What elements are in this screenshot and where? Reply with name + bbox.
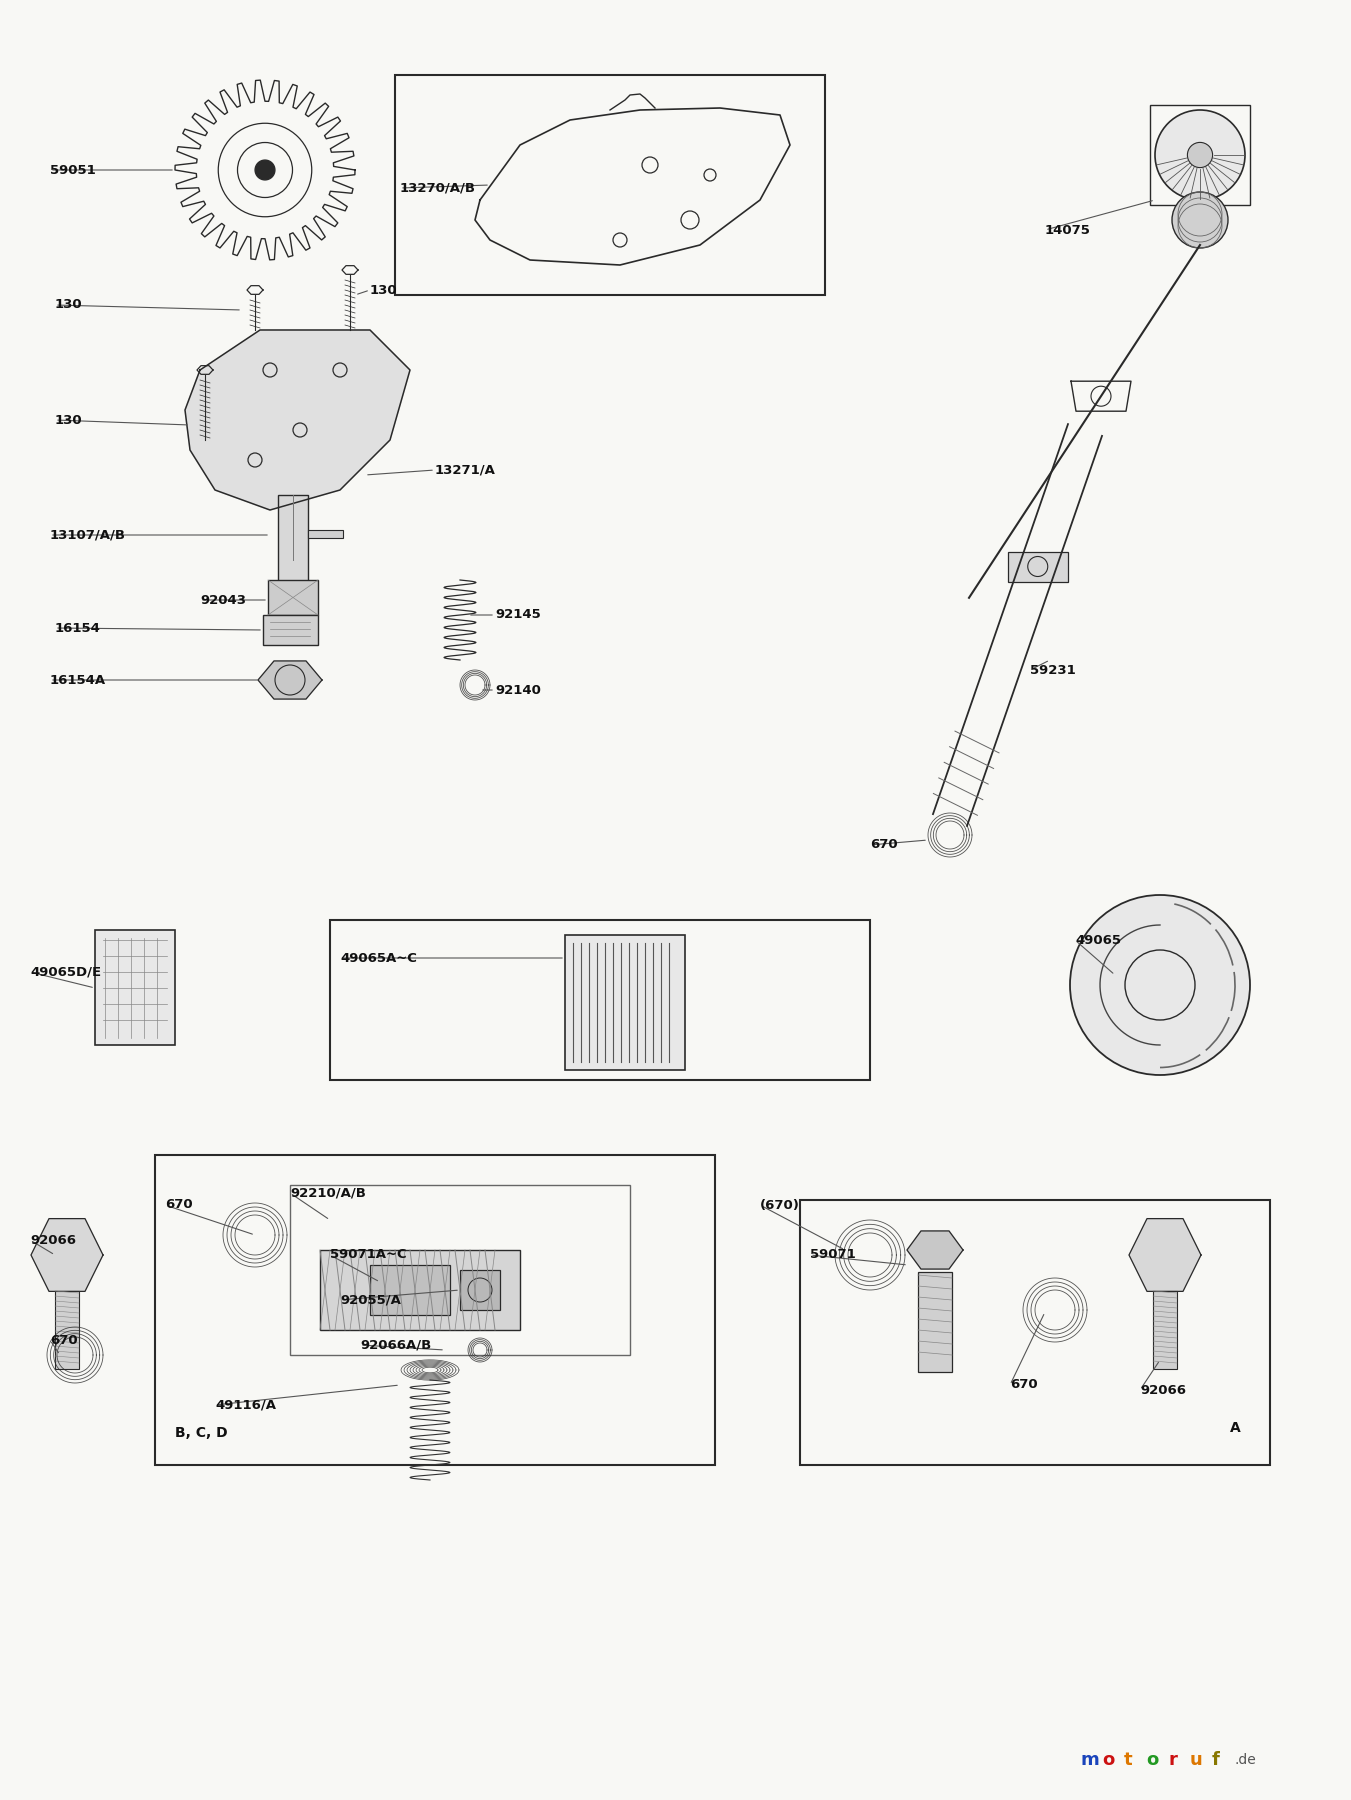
Text: 14075: 14075	[1046, 223, 1090, 236]
Text: 59071: 59071	[811, 1249, 855, 1262]
Text: 49065: 49065	[1075, 934, 1121, 947]
Text: .de: .de	[1233, 1753, 1255, 1768]
Text: o: o	[1146, 1751, 1158, 1769]
Bar	[55, 1291, 78, 1370]
Polygon shape	[1129, 1219, 1201, 1291]
Text: 92140: 92140	[494, 684, 540, 697]
Text: 92066: 92066	[30, 1233, 76, 1246]
Text: 59071A~C: 59071A~C	[330, 1249, 407, 1262]
Bar	[565, 934, 685, 1069]
Text: A: A	[1229, 1420, 1240, 1435]
Text: 130: 130	[55, 299, 82, 311]
Text: 92043: 92043	[200, 594, 246, 607]
Text: 92210/A/B: 92210/A/B	[290, 1186, 366, 1199]
Text: 92055/A: 92055/A	[340, 1294, 401, 1307]
Text: 49116/A: 49116/A	[215, 1399, 276, 1411]
Text: (670): (670)	[761, 1199, 800, 1211]
Text: 59051: 59051	[50, 164, 96, 176]
Polygon shape	[258, 661, 322, 698]
Text: t: t	[1124, 1751, 1132, 1769]
Polygon shape	[185, 329, 409, 509]
Text: B, C, D: B, C, D	[176, 1426, 227, 1440]
Text: 92066: 92066	[1140, 1384, 1186, 1397]
Bar	[370, 1265, 450, 1316]
Bar	[800, 1201, 1270, 1465]
Text: r: r	[1169, 1751, 1177, 1769]
Text: u: u	[1190, 1751, 1202, 1769]
Bar	[290, 1184, 630, 1355]
Circle shape	[1070, 895, 1250, 1075]
Text: 670: 670	[1011, 1379, 1038, 1391]
Text: 13107/A/B: 13107/A/B	[50, 529, 126, 542]
Bar	[394, 76, 825, 295]
Bar	[459, 1271, 500, 1310]
Bar	[1150, 104, 1250, 205]
Circle shape	[255, 160, 274, 180]
Circle shape	[1155, 110, 1246, 200]
Text: o: o	[1102, 1751, 1115, 1769]
Text: 59231: 59231	[1029, 664, 1075, 677]
Text: 670: 670	[870, 839, 897, 851]
Text: 670: 670	[50, 1334, 77, 1346]
Text: 16154A: 16154A	[50, 673, 107, 686]
Text: 92145: 92145	[494, 608, 540, 621]
Text: 49065D/E: 49065D/E	[30, 965, 101, 979]
Bar	[278, 495, 308, 585]
Text: 49065A~C: 49065A~C	[340, 952, 417, 965]
Bar	[1152, 1291, 1177, 1370]
Polygon shape	[907, 1231, 963, 1269]
Bar	[155, 1156, 715, 1465]
Text: f: f	[1212, 1751, 1220, 1769]
Bar	[330, 920, 870, 1080]
Circle shape	[1173, 193, 1228, 248]
Text: 130: 130	[370, 283, 397, 297]
Text: m: m	[1079, 1751, 1098, 1769]
Circle shape	[1188, 142, 1213, 167]
Bar	[95, 931, 176, 1046]
Bar	[263, 616, 317, 644]
Polygon shape	[31, 1219, 103, 1291]
Bar	[320, 1249, 520, 1330]
Bar	[1008, 551, 1067, 581]
Text: 670: 670	[165, 1199, 193, 1211]
Bar	[917, 1273, 952, 1372]
Bar	[308, 529, 343, 538]
Text: 13270/A/B: 13270/A/B	[400, 182, 476, 194]
Text: 130: 130	[55, 414, 82, 427]
Bar	[267, 580, 317, 616]
Text: 13271/A: 13271/A	[435, 463, 496, 477]
Text: 92066A/B: 92066A/B	[359, 1339, 431, 1352]
Text: 16154: 16154	[55, 621, 101, 635]
